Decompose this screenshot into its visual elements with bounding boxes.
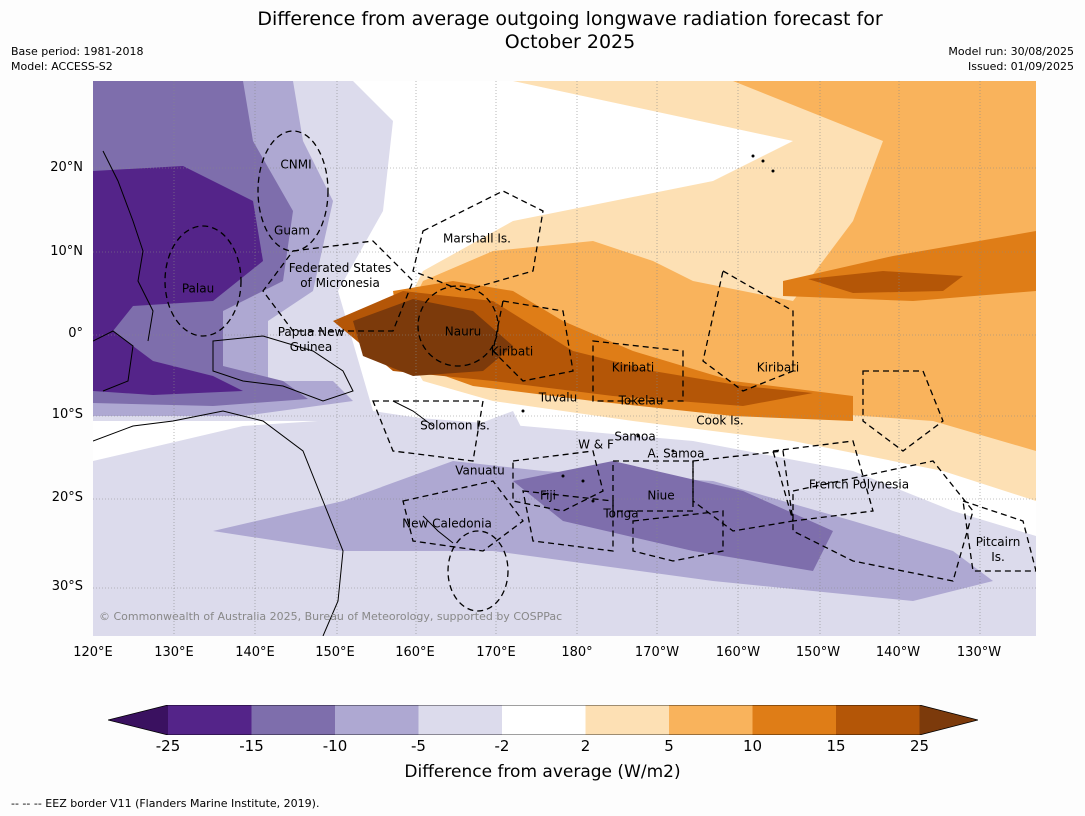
region-label-fsm: Federated States of Micronesia	[288, 261, 392, 290]
model-info: Base period: 1981-2018 Model: ACCESS-S2	[11, 44, 143, 74]
eez-footnote: -- -- -- EEZ border V11 (Flanders Marine…	[11, 797, 320, 810]
coastlines	[93, 150, 454, 636]
coastline-new-caledonia	[422, 515, 454, 544]
run-info: Model run: 30/08/2025 Issued: 01/09/2025	[948, 44, 1074, 74]
map-plot-area	[93, 81, 1036, 636]
colorbar-bin-10-15	[752, 705, 836, 735]
colorbar-bin-neg25-neg15	[168, 705, 252, 735]
region-label-samoa: Samoa	[614, 429, 656, 444]
anomaly-contour-neg-25	[93, 166, 263, 395]
lat-label-20s: 20°S	[51, 490, 83, 505]
lon-label-160e: 160°E	[395, 645, 435, 660]
colorbar-tick-neg5: -5	[411, 737, 426, 755]
copyright-notice: © Commonwealth of Australia 2025, Bureau…	[99, 610, 563, 623]
colorbar-tick-25: 25	[909, 737, 930, 755]
islands	[521, 154, 775, 503]
lon-label-170w: 170°W	[634, 645, 680, 660]
model-name-text: Model: ACCESS-S2	[11, 60, 113, 73]
lon-label-170e: 170°E	[476, 645, 516, 660]
coastline-philippines	[102, 150, 154, 342]
colorbar-bin-2-5	[585, 705, 669, 735]
base-period-text: Base period: 1981-2018	[11, 45, 144, 58]
region-label-png: Papua New Guinea	[277, 325, 345, 354]
lat-label-10n: 10°N	[50, 244, 83, 259]
map-title: Difference from average outgoing longwav…	[0, 8, 1085, 54]
region-label-vanuatu: Vanuatu	[455, 463, 505, 478]
colorbar-tick-neg15: -15	[239, 737, 264, 755]
colorbar-bin-neg10-neg5	[335, 705, 419, 735]
coastline-new-guinea	[212, 335, 354, 402]
region-label-tuvalu: Tuvalu	[538, 390, 578, 405]
eez-borders	[164, 130, 1036, 612]
lat-label-0: 0°	[68, 326, 83, 341]
lon-label-160w: 160°W	[715, 645, 761, 660]
colorbar-tick-15: 15	[826, 737, 846, 755]
region-label-marshall: Marshall Is.	[443, 231, 511, 246]
region-label-kiribati-west: Kiribati	[490, 344, 534, 359]
lon-label-150w: 150°W	[795, 645, 841, 660]
colorbar-tick-10: 10	[742, 737, 763, 755]
colorbar-title: Difference from average (W/m2)	[404, 762, 681, 782]
lon-label-180: 180°	[561, 645, 593, 660]
region-label-solomon: Solomon Is.	[420, 418, 490, 433]
colorbar-extend-low	[108, 705, 168, 735]
lat-label-10s: 10°S	[51, 407, 83, 422]
region-label-guam: Guam	[274, 223, 310, 238]
lon-label-130e: 130°E	[154, 645, 194, 660]
lat-label-20n: 20°N	[50, 160, 83, 175]
colorbar-bin-15-25	[836, 705, 920, 735]
coastline-solomon	[392, 400, 434, 427]
region-label-tonga: Tonga	[603, 506, 639, 521]
region-label-kiribati-east: Kiribati	[756, 360, 800, 375]
region-label-cook: Cook Is.	[696, 413, 744, 428]
region-label-nauru: Nauru	[444, 324, 482, 339]
region-label-cnmi: CNMI	[280, 157, 312, 172]
region-label-niue: Niue	[647, 488, 675, 503]
colorbar-tick-neg2: -2	[494, 737, 510, 755]
region-label-am-samoa: A. Samoa	[647, 446, 705, 461]
colorbar	[108, 705, 978, 735]
colorbar-tick-neg25: -25	[155, 737, 181, 755]
region-label-pitcairn: Pitcairn Is.	[975, 535, 1021, 564]
region-label-palau: Palau	[181, 281, 215, 296]
issued-text: Issued: 01/09/2025	[967, 60, 1074, 73]
anomaly-contour-pos-15-ne	[808, 271, 963, 293]
coastline-australia	[93, 410, 344, 636]
graticule	[93, 81, 1036, 636]
colorbar-tick-neg10: -10	[322, 737, 348, 755]
colorbar-tick-2: 2	[580, 737, 591, 755]
colorbar-extend-high	[919, 705, 978, 735]
title-line-1: Difference from average outgoing longwav…	[257, 8, 883, 30]
model-run-text: Model run: 30/08/2025	[948, 45, 1074, 58]
region-label-new-caledonia: New Caledonia	[402, 516, 492, 531]
colorbar-bin-neg15-neg10	[251, 705, 335, 735]
region-label-french-polynesia: French Polynesia	[808, 477, 910, 492]
lon-label-150e: 150°E	[315, 645, 355, 660]
colorbar-bin-neg2-2	[502, 705, 586, 735]
colorbar-bin-5-10	[669, 705, 753, 735]
lon-label-140e: 140°E	[235, 645, 275, 660]
region-label-tokelau: Tokelau	[618, 393, 664, 408]
title-line-2: October 2025	[504, 31, 636, 53]
anomaly-contour-pos-25	[353, 299, 513, 376]
region-label-fiji: Fiji	[539, 488, 557, 503]
lat-label-30s: 30°S	[51, 579, 83, 594]
colorbar-bin-neg5-neg2	[418, 705, 502, 735]
region-label-wf: W & F	[578, 437, 614, 452]
anomaly-map	[93, 81, 1036, 636]
colorbar-tick-5: 5	[664, 737, 674, 755]
coastline-borneo	[93, 330, 134, 392]
region-label-kiribati-central: Kiribati	[611, 360, 655, 375]
lon-label-140w: 140°W	[875, 645, 921, 660]
lon-label-120e: 120°E	[73, 645, 113, 660]
lon-label-130w: 130°W	[956, 645, 1002, 660]
